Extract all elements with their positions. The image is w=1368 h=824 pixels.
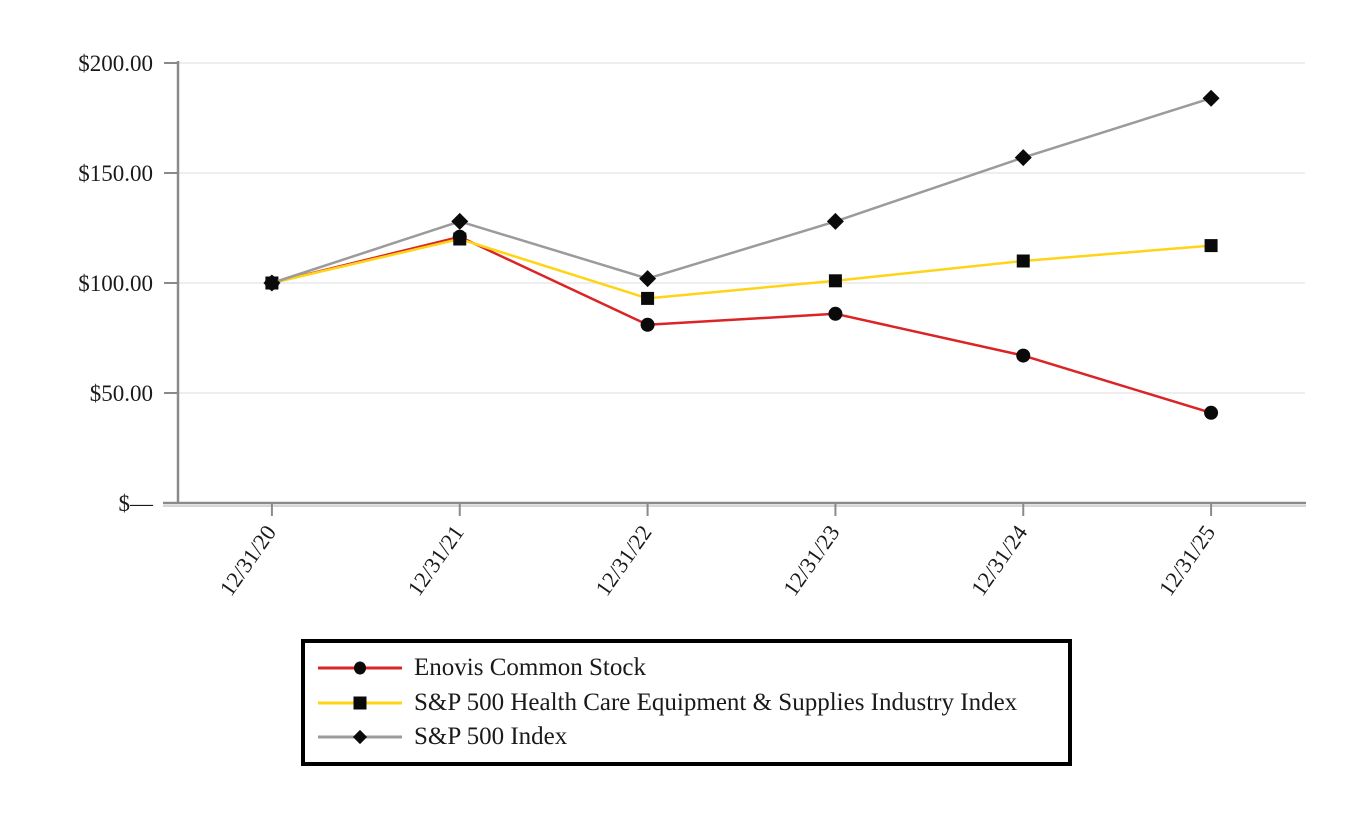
x-tick-label: 12/31/20	[215, 521, 281, 601]
x-tick-label: 12/31/21	[402, 521, 468, 601]
legend-label: Enovis Common Stock	[414, 654, 646, 681]
x-tick-label: 12/31/22	[590, 521, 656, 601]
series-line-0	[271, 235, 1212, 414]
y-tick-label: $200.00	[78, 51, 153, 76]
data-point-diamond	[451, 212, 469, 230]
y-tick-label: $150.00	[78, 161, 153, 186]
series-line-2	[271, 97, 1212, 285]
legend-label: S&P 500 Index	[414, 723, 568, 750]
series-line-1	[271, 237, 1212, 300]
data-point-square	[1016, 254, 1030, 268]
data-point-circle	[640, 317, 655, 332]
legend-swatch	[318, 651, 402, 685]
legend-label: S&P 500 Health Care Equipment & Supplies…	[414, 688, 1018, 716]
x-tick-label: 12/31/23	[778, 521, 844, 601]
circle-marker-icon	[354, 661, 366, 675]
legend-item-sp500-health-care-index: S&P 500 Health Care Equipment & Supplies…	[318, 686, 1062, 720]
data-point-diamond	[1014, 149, 1032, 167]
data-point-diamond	[826, 212, 844, 230]
chart-plot-area: $— $50.00 $100.00 $150.00 $200.00 12/31/20 12/…	[78, 51, 1306, 601]
data-point-square	[453, 232, 467, 246]
legend-swatch	[318, 720, 402, 754]
y-tick-label: $50.00	[90, 381, 153, 406]
chart-legend: Enovis Common Stock S&P 500 Health Care …	[301, 639, 1072, 766]
data-point-circle	[1016, 348, 1031, 363]
data-point-square	[828, 274, 842, 288]
legend-item-enovis-common-stock: Enovis Common Stock	[318, 651, 1062, 685]
data-point-circle	[1204, 405, 1219, 420]
data-point-square	[641, 291, 655, 305]
x-tick-label: 12/31/24	[966, 521, 1032, 601]
square-marker-icon	[353, 696, 367, 709]
y-tick-label: $—	[119, 491, 155, 516]
legend-item-sp500-index: S&P 500 Index	[318, 720, 1062, 754]
data-point-diamond	[639, 270, 657, 288]
y-tick-label: $100.00	[78, 271, 153, 296]
legend-swatch	[318, 686, 402, 720]
data-point-square	[1204, 239, 1218, 253]
data-point-diamond	[263, 274, 281, 292]
diamond-marker-icon	[352, 729, 368, 745]
data-point-diamond	[1202, 89, 1220, 107]
data-point-circle	[828, 306, 843, 321]
x-tick-label: 12/31/25	[1154, 521, 1220, 601]
